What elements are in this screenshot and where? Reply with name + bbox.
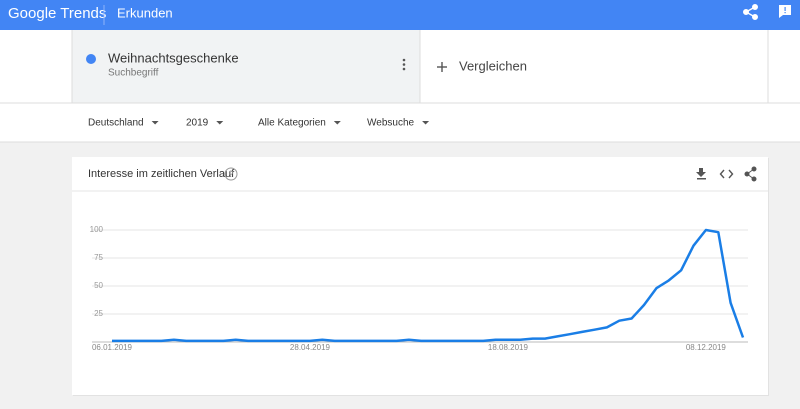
dropdown-arrow xyxy=(216,121,224,125)
filter-dropdown[interactable]: Alle Kategorien xyxy=(258,118,326,129)
svg-text:?: ? xyxy=(228,169,233,179)
y-tick-label: 100 xyxy=(90,225,104,234)
dropdown-arrow xyxy=(333,121,341,125)
y-tick-label: 75 xyxy=(94,253,103,262)
y-tick-label: 50 xyxy=(94,281,103,290)
chart-title: Interesse im zeitlichen Verlauf xyxy=(88,168,235,180)
top-bar xyxy=(0,0,800,30)
add-icon[interactable] xyxy=(437,62,447,72)
dropdown-arrow xyxy=(422,121,430,125)
menu-icon[interactable] xyxy=(402,58,406,71)
chart-card xyxy=(72,157,768,395)
filter-dropdown[interactable]: 2019 xyxy=(186,118,209,129)
download-icon[interactable] xyxy=(696,168,706,180)
logo[interactable]: Google Trends xyxy=(8,5,106,22)
trend-line xyxy=(112,228,745,343)
feedback-icon[interactable] xyxy=(779,5,791,18)
search-term-card[interactable] xyxy=(72,30,420,103)
term-dot xyxy=(86,54,96,64)
x-tick-label: 06.01.2019 xyxy=(92,343,133,352)
filter-dropdown[interactable]: Deutschland xyxy=(88,118,144,129)
x-tick-label: 28.04.2019 xyxy=(290,343,331,352)
section-title: Erkunden xyxy=(117,5,173,20)
share-icon[interactable] xyxy=(743,4,758,20)
embed-icon[interactable] xyxy=(719,169,734,179)
help-icon[interactable]: ? xyxy=(224,167,238,181)
compare-button[interactable]: Vergleichen xyxy=(459,58,527,73)
filter-dropdown[interactable]: Websuche xyxy=(367,118,415,129)
search-term: Weihnachtsgeschenke xyxy=(108,50,239,65)
y-tick-label: 25 xyxy=(94,309,103,318)
x-tick-label: 08.12.2019 xyxy=(686,343,727,352)
dropdown-arrow xyxy=(151,121,159,125)
x-tick-label: 18.08.2019 xyxy=(488,343,529,352)
share-icon[interactable] xyxy=(744,166,757,182)
search-type: Suchbegriff xyxy=(108,68,159,79)
